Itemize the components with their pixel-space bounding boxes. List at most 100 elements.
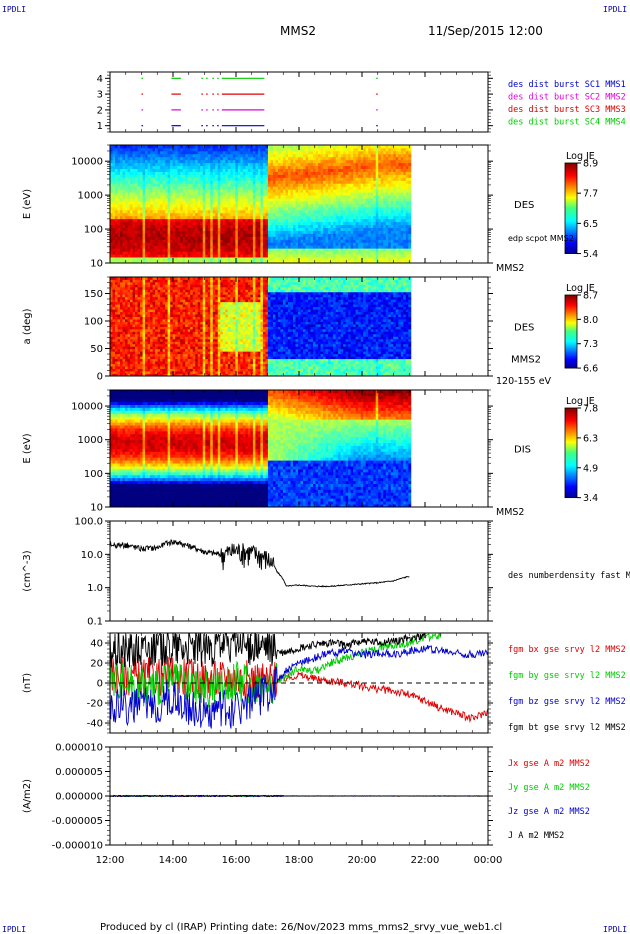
spectrogram-cell xyxy=(217,224,221,228)
spectrogram-cell xyxy=(290,212,294,217)
spectrogram-cell xyxy=(338,206,342,211)
spectrogram-cell xyxy=(338,180,342,184)
spectrogram-cell xyxy=(333,248,337,252)
spectrogram-cell xyxy=(340,233,344,237)
spectrogram-cell xyxy=(235,174,239,178)
spectrogram-cell xyxy=(333,183,337,187)
spectrogram-cell xyxy=(405,206,409,211)
spectrogram-cell xyxy=(207,224,211,228)
spectrogram-cell xyxy=(112,168,116,172)
spectrogram-cell xyxy=(217,248,221,252)
spectrogram-cell xyxy=(285,221,289,226)
spectrogram-cell xyxy=(313,230,316,234)
spectrogram-cell xyxy=(403,236,407,240)
spectrogram-cell xyxy=(225,254,229,258)
spectrogram-cell xyxy=(393,242,397,246)
spectrogram-cell xyxy=(300,162,304,167)
spectrogram-cell xyxy=(373,165,377,169)
spectrogram-cell xyxy=(237,153,241,158)
spectrogram-cell xyxy=(398,177,402,181)
spectrogram-cell xyxy=(160,189,164,193)
spectrogram-cell xyxy=(137,242,141,246)
spectrogram-cell xyxy=(320,198,324,202)
spectrogram-cell xyxy=(220,212,224,217)
spectrogram-cell xyxy=(132,174,136,178)
spectrogram-cell xyxy=(180,153,184,158)
spectrogram-cell xyxy=(277,186,281,190)
spectrogram-cell xyxy=(242,189,246,193)
spectrogram-cell xyxy=(280,224,284,228)
spectrogram-cell xyxy=(370,183,374,187)
spectrogram-cell xyxy=(330,242,334,246)
spectrogram-cell xyxy=(385,192,389,196)
spectrogram-cell xyxy=(182,245,186,249)
spectrogram-cell xyxy=(132,189,136,193)
spectrogram-cell xyxy=(393,183,397,187)
spectrogram-cell xyxy=(320,174,324,178)
spectrogram-cell xyxy=(320,227,324,231)
spectrogram-cell xyxy=(215,153,219,158)
spectrogram-cell xyxy=(400,183,404,187)
spectrogram-cell xyxy=(345,236,349,240)
spectrogram-cell xyxy=(182,212,186,217)
spectrogram-cell xyxy=(142,165,146,169)
spectrogram-cell xyxy=(122,239,126,243)
spectrogram-cell xyxy=(227,218,231,223)
spectrogram-cell xyxy=(298,230,301,234)
spectrogram-cell xyxy=(358,230,362,234)
spectrogram-cell xyxy=(303,171,306,175)
spectrogram-cell xyxy=(328,183,332,187)
spectrogram-cell xyxy=(110,230,113,234)
spectrogram-cell xyxy=(187,177,191,181)
spectrogram-cell xyxy=(368,145,372,149)
spectrogram-cell xyxy=(215,251,219,255)
spectrogram-cell xyxy=(227,186,231,190)
spectrogram-cell xyxy=(305,209,309,214)
spectrogram-cell xyxy=(227,221,231,226)
spectrogram-cell xyxy=(140,248,143,252)
spectrogram-cell xyxy=(182,201,186,205)
spectrogram-cell xyxy=(245,206,249,211)
spectrogram-cell xyxy=(348,230,352,234)
spectrogram-cell xyxy=(205,212,209,217)
spectrogram-cell xyxy=(378,260,382,264)
spectrogram-cell xyxy=(343,198,347,202)
spectrogram-cell xyxy=(395,177,399,181)
spectrogram-cell xyxy=(370,204,374,208)
spectrogram-cell xyxy=(117,162,121,167)
spectrogram-cell xyxy=(185,218,189,223)
spectrogram-cell xyxy=(270,224,274,228)
spectrogram-cell xyxy=(340,227,344,231)
spectrogram-cell xyxy=(353,254,357,258)
spectrogram-cell xyxy=(135,162,138,167)
spectrogram-cell xyxy=(177,204,181,208)
spectrogram-cell xyxy=(335,239,339,243)
spectrogram-cell xyxy=(167,204,171,208)
spectrogram-cell xyxy=(187,227,191,231)
spectrogram-cell xyxy=(338,162,342,167)
spectrogram-cell xyxy=(242,245,246,249)
spectrogram-cell xyxy=(303,186,306,190)
spectrogram-cell xyxy=(408,183,412,187)
spectrogram-cell xyxy=(368,177,372,181)
spectrogram-cell xyxy=(395,156,399,161)
spectrogram-cell xyxy=(122,230,126,234)
spectrogram-cell xyxy=(115,198,118,202)
spectrogram-cell xyxy=(155,189,159,193)
spectrogram-cell xyxy=(368,251,372,255)
spectrogram-cell xyxy=(132,224,136,228)
spectrogram-cell xyxy=(232,230,236,234)
spectrogram-cell xyxy=(207,147,211,152)
spectrogram-cell xyxy=(338,159,342,164)
spectrogram-cell xyxy=(345,218,349,223)
spectrogram-cell xyxy=(308,245,311,249)
spectrogram-cell xyxy=(210,168,214,172)
spectrogram-cell xyxy=(127,248,131,252)
spectrogram-cell xyxy=(167,251,171,255)
spectrogram-cell xyxy=(328,168,332,172)
spectrogram-cell xyxy=(408,215,412,220)
spectrogram-cell xyxy=(122,156,126,161)
spectrogram-cell xyxy=(368,150,372,155)
spectrogram-cell xyxy=(400,153,404,158)
spectrogram-cell xyxy=(250,156,254,161)
